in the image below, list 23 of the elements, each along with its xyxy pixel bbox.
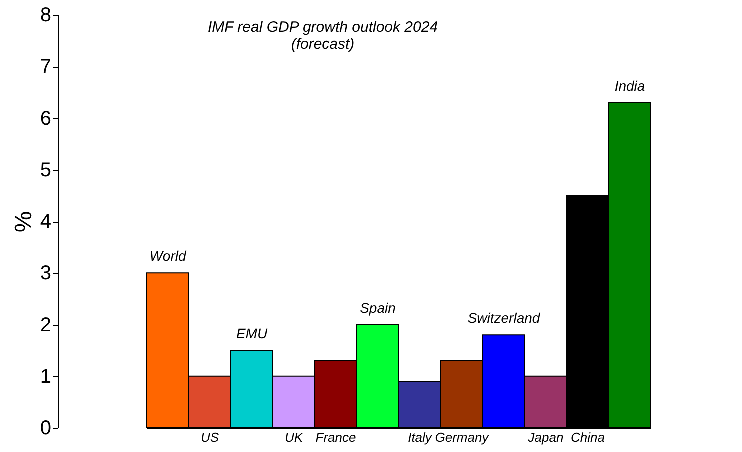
x-tick-label: Japan bbox=[527, 430, 564, 445]
x-tick-label: France bbox=[316, 430, 356, 445]
y-tick-label: 4 bbox=[40, 211, 52, 233]
x-tick-label: Switzerland bbox=[468, 310, 542, 326]
y-tick-label: 5 bbox=[40, 159, 52, 182]
x-tick-label: US bbox=[200, 430, 220, 445]
y-tick-label: 6 bbox=[40, 108, 52, 130]
x-tick-label: India bbox=[614, 78, 646, 94]
text: IMF real GDP growth outlook 2024 (forecast) bbox=[208, 19, 438, 53]
y-axis-title: % bbox=[10, 211, 38, 233]
y-tick-label: 2 bbox=[40, 314, 52, 336]
x-tick-label: Germany bbox=[435, 430, 490, 445]
x-tick-label: Spain bbox=[360, 300, 396, 316]
y-tick-label: 7 bbox=[40, 56, 52, 78]
y-tick-label: 8 bbox=[40, 4, 52, 26]
x-tick-label: China bbox=[571, 430, 605, 445]
y-tick-label: 3 bbox=[40, 262, 52, 285]
y-tick-label: 0 bbox=[40, 418, 52, 440]
x-tick-label: Italy bbox=[408, 430, 434, 445]
x-tick-label: World bbox=[150, 248, 188, 264]
x-tick-label: EMU bbox=[236, 326, 268, 342]
x-tick-label: UK bbox=[284, 430, 304, 445]
y-tick-label: 1 bbox=[40, 366, 52, 388]
